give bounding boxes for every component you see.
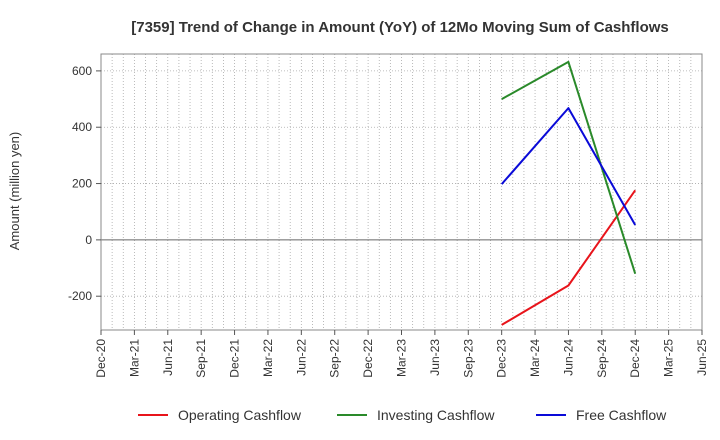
legend: Operating Cashflow Investing Cashflow Free… xyxy=(138,407,667,423)
x-tick-label: Dec-23 xyxy=(495,339,509,378)
x-tick-label: Jun-24 xyxy=(561,339,575,376)
y-tick-label: 400 xyxy=(72,120,92,134)
grid xyxy=(101,54,702,330)
x-tick-label: Mar-22 xyxy=(261,339,275,377)
y-tick-label: -200 xyxy=(68,289,92,303)
x-tick-label: Dec-22 xyxy=(361,339,375,378)
chart-title: [7359] Trend of Change in Amount (YoY) o… xyxy=(131,19,669,36)
x-tick-label: Sep-24 xyxy=(595,339,609,378)
series-line-operating-cashflow xyxy=(501,189,637,326)
x-tick-label: Dec-20 xyxy=(94,339,108,378)
x-axis-ticks: Dec-20 Mar-21 Jun-21 Sep-21 Dec-21 Mar-22 Jun-… xyxy=(94,330,709,378)
x-tick-label: Jun-22 xyxy=(294,339,308,376)
x-tick-label: Sep-22 xyxy=(328,339,342,378)
x-tick-label: Sep-23 xyxy=(461,339,475,378)
series-line-investing-cashflow xyxy=(501,60,637,275)
legend-label-operating-cashflow: Operating Cashflow xyxy=(178,407,302,423)
x-tick-label: Jun-23 xyxy=(428,339,442,376)
series-lines xyxy=(500,60,637,326)
x-tick-label: Mar-25 xyxy=(662,339,676,377)
x-tick-label: Jun-21 xyxy=(161,339,175,376)
x-tick-label: Jun-25 xyxy=(695,339,709,376)
x-tick-label: Mar-24 xyxy=(528,339,542,377)
x-tick-label: Mar-21 xyxy=(127,339,141,377)
y-tick-label: 200 xyxy=(72,177,92,191)
legend-label-investing-cashflow: Investing Cashflow xyxy=(377,407,495,423)
x-tick-label: Mar-23 xyxy=(395,339,409,377)
y-tick-label: 0 xyxy=(85,233,92,247)
series-line-free-cashflow xyxy=(500,107,637,226)
y-axis-label: Amount (million yen) xyxy=(7,132,22,251)
legend-label-free-cashflow: Free Cashflow xyxy=(576,407,667,423)
x-tick-label: Dec-21 xyxy=(228,339,242,378)
y-tick-label: 600 xyxy=(72,64,92,78)
x-tick-label: Sep-21 xyxy=(194,339,208,378)
x-tick-label: Dec-24 xyxy=(628,339,642,378)
y-axis-ticks: 600 400 200 0 -200 xyxy=(68,64,101,303)
